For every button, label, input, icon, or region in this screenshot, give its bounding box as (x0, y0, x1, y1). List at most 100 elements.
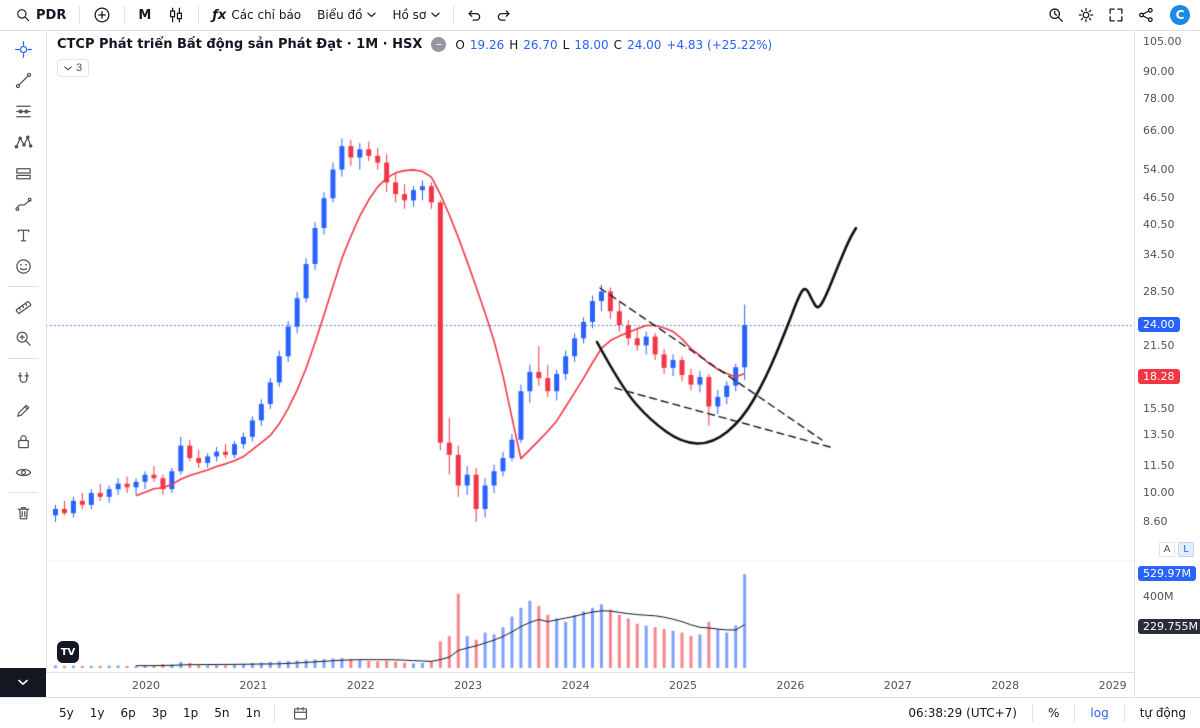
price-label: 11.50 (1143, 459, 1175, 473)
ruler-icon (14, 298, 33, 317)
add-symbol-button[interactable] (86, 3, 118, 27)
toolbar-separator (8, 358, 38, 359)
ohlc-values: O 19.26 H 26.70 L 18.00 C 24.00 +4.83 (+25.2… (455, 37, 773, 52)
price-label: 78.00 (1143, 92, 1175, 105)
price-label: 8.60 (1143, 514, 1168, 528)
trash-icon (14, 504, 33, 523)
chart-pane: CTCP Phát triển Bất động sản Phát Đạt · … (46, 30, 1134, 672)
price-label: 90.00 (1143, 64, 1175, 78)
bottom-toolbar: 5y 1y 6p 3p 1p 5n 1n 06:38:29 (UTC+7) % log tự… (0, 697, 1200, 728)
go-to-date-button[interactable] (287, 700, 315, 726)
tool-trend-line-button[interactable] (9, 66, 37, 94)
year-label: 2029 (1098, 679, 1127, 692)
plus-circle-icon (93, 6, 111, 24)
timeframe-corner-button[interactable] (0, 668, 46, 697)
range-5y-button[interactable]: 5y (52, 703, 81, 723)
crosshair-icon (14, 40, 33, 59)
profile-label: Hồ sơ (392, 8, 427, 22)
bottom-toolbar-right: 06:38:29 (UTC+7) % log tự động (908, 704, 1186, 722)
range-1p-button[interactable]: 1p (176, 703, 205, 723)
log-scale-toggle[interactable]: log (1090, 706, 1109, 720)
share-button[interactable] (1132, 2, 1160, 28)
tool-magnet-button[interactable] (9, 365, 37, 393)
price-chart-canvas[interactable] (46, 30, 1134, 672)
quick-search-button[interactable] (1042, 2, 1070, 28)
settings-button[interactable] (1072, 2, 1100, 28)
top-toolbar: PDR M ƒx Các chỉ báo Biểu đồ Hồ sơ (0, 0, 1200, 31)
fib-retracement-icon (14, 102, 33, 121)
range-5n-button[interactable]: 5n (207, 703, 236, 723)
price-axis[interactable]: A L 105.00 90.00 78.00 66.00 54.00 46.50 40.50… (1134, 30, 1200, 697)
collapse-legend-button[interactable]: − (431, 37, 447, 52)
tool-lock-button[interactable] (9, 427, 37, 455)
price-label: 15.50 (1143, 401, 1175, 415)
range-3p-button[interactable]: 3p (145, 703, 174, 723)
tool-text-button[interactable] (9, 221, 37, 249)
percent-scale-button[interactable]: % (1047, 706, 1060, 720)
year-label: 2021 (239, 679, 268, 692)
range-buttons: 5y 1y 6p 3p 1p 5n 1n (52, 700, 315, 726)
time-axis[interactable]: 2020 2021 2022 2023 2024 2025 2026 2027 2028 2029 (46, 672, 1134, 698)
drawing-toolbar (0, 30, 47, 673)
top-toolbar-left: PDR M ƒx Các chỉ báo Biểu đồ Hồ sơ (8, 2, 518, 28)
tool-zoom-in-button[interactable] (9, 324, 37, 352)
chevron-down-icon (367, 12, 377, 18)
chart-style-button[interactable] (160, 3, 192, 27)
symbol-search-button[interactable]: PDR (8, 4, 73, 26)
tool-xabcd-pattern-button[interactable] (9, 128, 37, 156)
tool-draw-button[interactable] (9, 396, 37, 424)
range-1y-button[interactable]: 1y (83, 703, 112, 723)
share-icon (1137, 6, 1155, 24)
year-label: 2026 (776, 679, 805, 692)
profile-button[interactable]: Hồ sơ (385, 5, 447, 25)
search-clock-icon (1047, 6, 1065, 24)
redo-button[interactable] (490, 2, 518, 28)
object-count: 3 (76, 62, 83, 74)
interval-button[interactable]: M (131, 5, 158, 26)
emoji-icon (14, 257, 33, 276)
layout-label: Biểu đồ (317, 8, 363, 22)
tool-crosshair-button[interactable] (9, 35, 37, 63)
trend-line-icon (14, 71, 33, 90)
toolbar-divider (79, 6, 81, 24)
tool-fib-retracement-button[interactable] (9, 97, 37, 125)
layout-button[interactable]: Biểu đồ (310, 5, 383, 25)
range-1n-button[interactable]: 1n (239, 703, 268, 723)
range-6p-button[interactable]: 6p (114, 703, 143, 723)
tool-brush-button[interactable] (9, 190, 37, 218)
calendar-icon (292, 705, 309, 722)
tool-emoji-button[interactable] (9, 252, 37, 280)
tool-eye-button[interactable] (9, 458, 37, 486)
indicators-label: Các chỉ báo (231, 8, 302, 22)
price-label: 34.50 (1143, 248, 1175, 262)
clock[interactable]: 06:38:29 (UTC+7) (908, 706, 1017, 720)
volume-ma-label: 229.755M (1138, 619, 1200, 635)
tradingview-watermark: TV (57, 641, 79, 663)
year-label: 2020 (132, 679, 160, 692)
year-label: 2027 (883, 679, 912, 692)
change-value: +4.83 (+25.22%) (666, 37, 773, 52)
eye-icon (14, 463, 33, 482)
tool-trash-button[interactable] (9, 499, 37, 527)
toolbar-separator (8, 492, 38, 493)
auto-scale-toggle[interactable]: tự động (1139, 706, 1186, 720)
fullscreen-button[interactable] (1102, 2, 1130, 28)
object-tree-chip[interactable]: 3 (57, 59, 90, 77)
indicators-button[interactable]: ƒx Các chỉ báo (205, 5, 308, 26)
toolbar-divider (1123, 704, 1125, 722)
price-label: 10.00 (1143, 485, 1175, 499)
undo-button[interactable] (460, 2, 488, 28)
auto-scale-button[interactable]: A (1159, 542, 1175, 557)
price-label: 13.50 (1143, 428, 1175, 442)
year-label: 2028 (991, 679, 1020, 692)
tool-ruler-button[interactable] (9, 293, 37, 321)
toolbar-divider (1074, 704, 1076, 722)
app-logo[interactable]: C (1170, 5, 1190, 25)
lock-icon (14, 432, 33, 451)
tool-long-position-button[interactable] (9, 159, 37, 187)
log-scale-button[interactable]: L (1178, 542, 1194, 557)
volume-value-label: 529.97M (1138, 566, 1196, 582)
price-label: 105.00 (1143, 35, 1182, 48)
symbol-title[interactable]: CTCP Phát triển Bất động sản Phát Đạt · … (57, 37, 423, 52)
toolbar-divider (1031, 704, 1033, 722)
